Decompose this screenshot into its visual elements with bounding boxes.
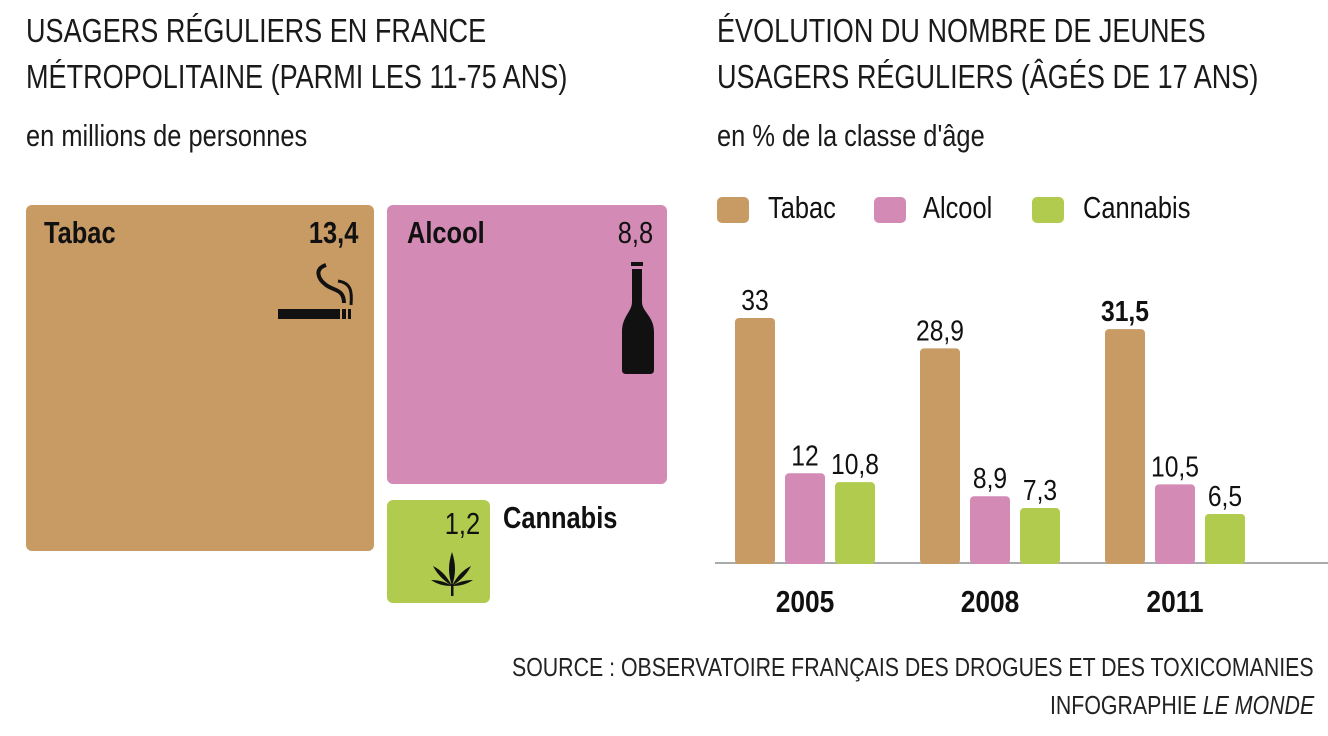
tabac-value: 13,4 bbox=[308, 215, 358, 250]
left-title-line2: MÉTROPOLITAINE (PARMI LES 11-75 ANS) bbox=[26, 58, 568, 95]
chart-title-line1: ÉVOLUTION DU NOMBRE DE JEUNES bbox=[717, 12, 1206, 49]
credit-prefix: INFOGRAPHIE bbox=[1049, 690, 1203, 720]
source-text: SOURCE : OBSERVATOIRE FRANÇAIS DES DROGU… bbox=[512, 652, 1314, 682]
bar-tabac-2005 bbox=[735, 318, 775, 564]
cannabis-leaf-icon bbox=[431, 552, 473, 596]
cannabis-value: 1,2 bbox=[444, 506, 480, 541]
legend-label-cannabis: Cannabis bbox=[1083, 190, 1191, 225]
credit-text: INFOGRAPHIE LE MONDE bbox=[992, 690, 1314, 721]
tabac-label: Tabac bbox=[44, 215, 116, 250]
left-title: USAGERS RÉGULIERS EN FRANCE MÉTROPOLITAI… bbox=[26, 8, 686, 100]
legend-swatch-alcool bbox=[874, 197, 906, 223]
data-label-tabac-2011: 31,5 bbox=[1101, 295, 1149, 327]
x-tick-2011: 2011 bbox=[1146, 585, 1203, 619]
bar-tabac-2008 bbox=[920, 348, 960, 564]
data-label-tabac-2005: 33 bbox=[741, 284, 768, 316]
alcool-label: Alcool bbox=[407, 215, 485, 250]
legend-label-tabac: Tabac bbox=[768, 190, 836, 225]
bar-alcool-2005 bbox=[785, 473, 825, 564]
legend-label-alcool: Alcool bbox=[923, 190, 993, 225]
bar-cannabis-2005 bbox=[835, 482, 875, 564]
left-subtitle: en millions de personnes bbox=[26, 118, 308, 153]
data-label-cannabis-2005: 10,8 bbox=[831, 448, 879, 480]
credit-brand: LE MONDE bbox=[1202, 690, 1314, 720]
data-label-cannabis-2008: 7,3 bbox=[1023, 474, 1057, 506]
bar-alcool-2011 bbox=[1155, 484, 1195, 564]
bar-cannabis-2011 bbox=[1205, 513, 1245, 564]
cigarette-icon bbox=[278, 263, 353, 319]
data-label-tabac-2008: 28,9 bbox=[916, 314, 964, 346]
bar-tabac-2011 bbox=[1105, 329, 1145, 564]
x-tick-2005: 2005 bbox=[776, 585, 835, 619]
tabac-block: Tabac 13,4 bbox=[26, 205, 374, 551]
cannabis-block: 1,2 bbox=[387, 500, 490, 603]
legend-swatch-cannabis bbox=[1032, 197, 1064, 223]
x-tick-2008: 2008 bbox=[961, 585, 1020, 619]
bottle-icon bbox=[622, 262, 654, 374]
bar-cannabis-2008 bbox=[1020, 508, 1060, 564]
data-label-cannabis-2011: 6,5 bbox=[1208, 480, 1242, 512]
chart-title-line2: USAGERS RÉGULIERS (ÂGÉS DE 17 ANS) bbox=[717, 58, 1259, 95]
chart-title: ÉVOLUTION DU NOMBRE DE JEUNES USAGERS RÉ… bbox=[717, 8, 1328, 100]
data-label-alcool-2008: 8,9 bbox=[973, 462, 1007, 494]
left-title-line1: USAGERS RÉGULIERS EN FRANCE bbox=[26, 12, 487, 49]
alcool-value: 8,8 bbox=[617, 215, 653, 250]
data-label-alcool-2011: 10,5 bbox=[1151, 451, 1199, 483]
chart-subtitle: en % de la classe d'âge bbox=[717, 118, 985, 153]
alcool-block: Alcool 8,8 bbox=[387, 205, 667, 484]
data-label-alcool-2005: 12 bbox=[791, 439, 818, 471]
cannabis-label: Cannabis bbox=[503, 500, 618, 535]
legend-swatch-tabac bbox=[717, 197, 749, 223]
bar-alcool-2008 bbox=[970, 496, 1010, 564]
